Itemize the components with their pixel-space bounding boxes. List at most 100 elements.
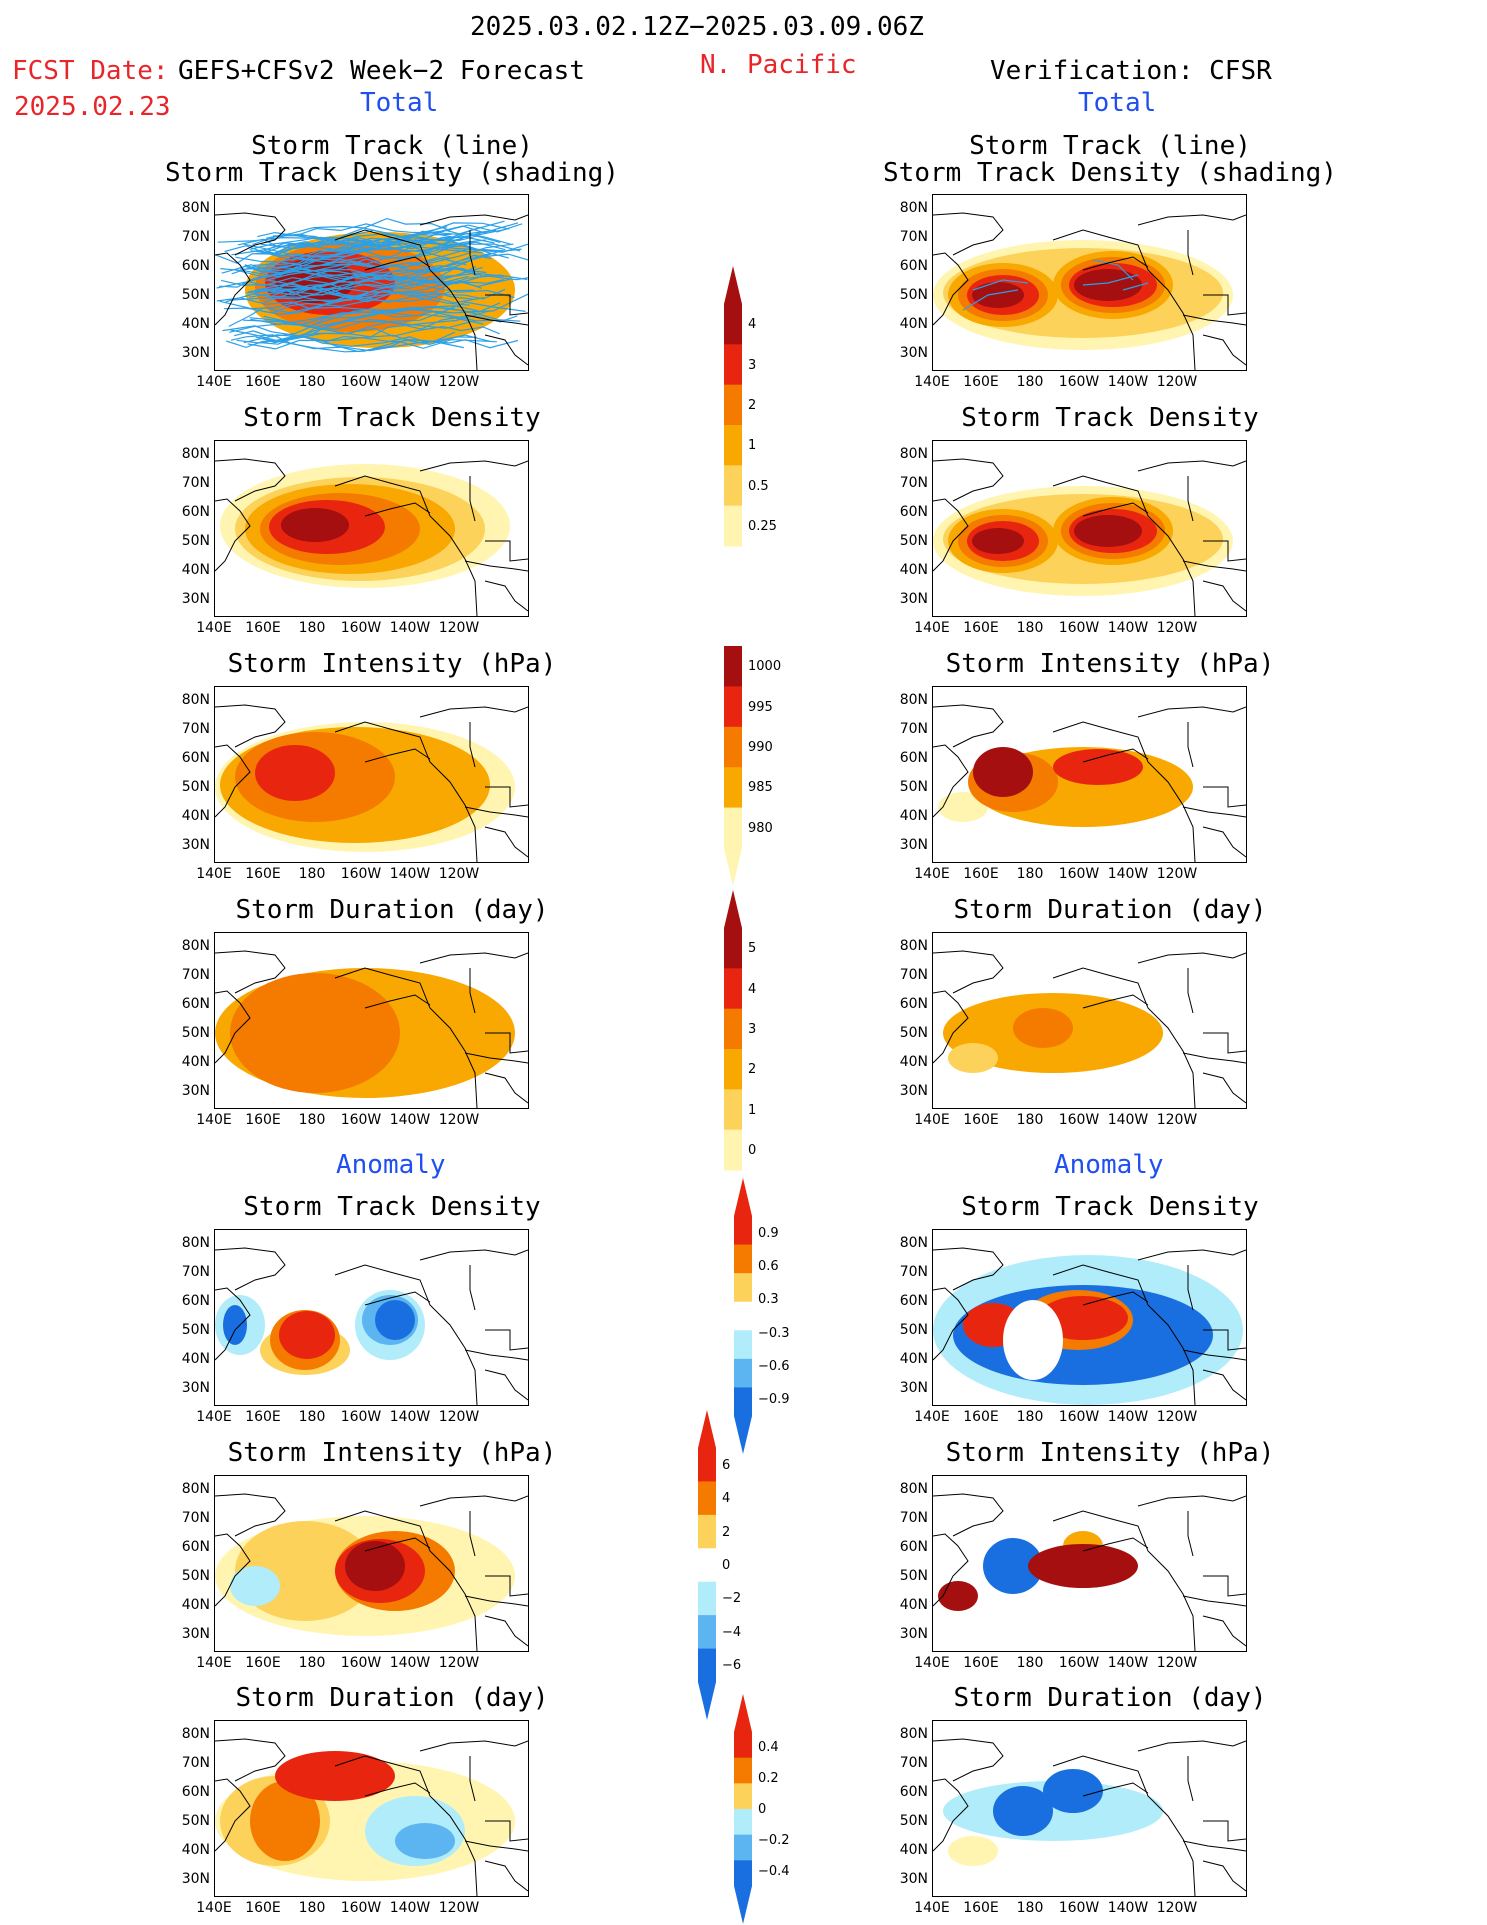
lat-tick-label: 80N bbox=[181, 1235, 210, 1251]
colorbar-band bbox=[698, 1448, 716, 1482]
lat-tick-label: 30N bbox=[181, 1380, 210, 1396]
colorbar-band bbox=[734, 1387, 752, 1417]
lat-tick-label: 80N bbox=[899, 1726, 928, 1742]
shaded-region bbox=[948, 1836, 998, 1866]
colorbar-band bbox=[724, 505, 742, 547]
colorbar-arrow-top bbox=[698, 1410, 716, 1448]
lon-tick-label: 160W bbox=[340, 1900, 382, 1916]
lon-tick-label: 140W bbox=[1107, 1900, 1149, 1916]
lon-tick-label: 140W bbox=[389, 866, 431, 882]
colorbar-band bbox=[724, 425, 742, 466]
right-anomaly-label: Anomaly bbox=[1054, 1150, 1164, 1180]
colorbar-tick-label: 3 bbox=[748, 1021, 757, 1037]
storm-track-line bbox=[272, 220, 505, 237]
shaded-region bbox=[395, 1823, 455, 1859]
colorbar-band bbox=[734, 1330, 752, 1360]
lat-tick-label: 50N bbox=[899, 1025, 928, 1041]
shaded-region bbox=[230, 1566, 280, 1606]
storm-track-line bbox=[243, 230, 487, 258]
colorbar-tick-label: 3 bbox=[748, 357, 757, 373]
lat-tick-label: 30N bbox=[899, 1083, 928, 1099]
shaded-region bbox=[223, 1305, 247, 1345]
lon-tick-label: 160E bbox=[245, 1112, 281, 1128]
lat-tick-label: 30N bbox=[899, 837, 928, 853]
lat-tick-label: 80N bbox=[899, 692, 928, 708]
lat-tick-label: 60N bbox=[899, 750, 928, 766]
colorbar-band bbox=[734, 1301, 752, 1331]
shaded-region bbox=[1074, 269, 1142, 301]
colorbar-tick-label: 4 bbox=[748, 317, 757, 333]
lon-tick-label: 160W bbox=[1058, 620, 1100, 636]
shaded-region bbox=[1003, 1300, 1063, 1380]
storm-track-line bbox=[230, 288, 485, 304]
shaded-region bbox=[972, 282, 1024, 308]
lat-tick-label: 50N bbox=[899, 779, 928, 795]
map-left-track bbox=[214, 194, 529, 371]
lat-tick-label: 60N bbox=[181, 750, 210, 766]
lat-tick-label: 40N bbox=[899, 316, 928, 332]
colorbar-tick-label: 1000 bbox=[748, 659, 782, 675]
colorbar-band bbox=[698, 1514, 716, 1549]
lon-tick-label: 160W bbox=[1058, 1900, 1100, 1916]
map-left-duration bbox=[214, 932, 529, 1109]
shaded-region bbox=[1043, 1769, 1103, 1813]
lon-tick-label: 140W bbox=[1107, 1112, 1149, 1128]
storm-track-line bbox=[267, 223, 523, 250]
colorbar-tick-label: 985 bbox=[748, 780, 773, 796]
lat-tick-label: 60N bbox=[181, 1293, 210, 1309]
shaded-region bbox=[279, 1311, 335, 1359]
lat-tick-label: 50N bbox=[899, 287, 928, 303]
left-anomaly-label: Anomaly bbox=[336, 1150, 446, 1180]
storm-track-line bbox=[216, 297, 484, 325]
lon-tick-label: 180 bbox=[1016, 374, 1044, 390]
left-total-label: Total bbox=[360, 88, 439, 118]
colorbar-tick-label: −0.3 bbox=[758, 1325, 790, 1341]
lon-tick-label: 140E bbox=[914, 1655, 950, 1671]
lon-tick-label: 180 bbox=[1016, 620, 1044, 636]
right-intensity-title: Storm Intensity (hPa) bbox=[945, 649, 1275, 679]
colorbar-tick-label: 4 bbox=[748, 981, 757, 997]
colorbar-band bbox=[724, 384, 742, 426]
colorbar-tick-label: −0.2 bbox=[758, 1832, 790, 1848]
lon-tick-label: 140W bbox=[1107, 374, 1149, 390]
lat-tick-label: 50N bbox=[899, 1322, 928, 1338]
storm-track-line bbox=[235, 236, 495, 267]
lat-tick-label: 80N bbox=[181, 1726, 210, 1742]
storm-track-line bbox=[259, 285, 506, 303]
lat-tick-label: 80N bbox=[899, 938, 928, 954]
storm-track-line bbox=[273, 274, 528, 296]
lat-tick-label: 60N bbox=[899, 1293, 928, 1309]
colorbar-band bbox=[734, 1757, 752, 1784]
lat-tick-label: 60N bbox=[181, 996, 210, 1012]
storm-track-line bbox=[249, 274, 515, 299]
right-total-label: Total bbox=[1078, 88, 1157, 118]
lon-tick-label: 140E bbox=[196, 1655, 232, 1671]
colorbar-tick-label: 2 bbox=[748, 1062, 757, 1078]
colorbar-arrow-bottom bbox=[724, 848, 742, 886]
lon-tick-label: 160E bbox=[245, 1409, 281, 1425]
colorbar-band bbox=[734, 1244, 752, 1274]
lat-tick-label: 60N bbox=[181, 1784, 210, 1800]
colorbar-tick-label: −0.9 bbox=[758, 1392, 790, 1408]
shaded-region bbox=[255, 745, 335, 801]
lat-tick-label: 30N bbox=[181, 1083, 210, 1099]
storm-track-line bbox=[267, 274, 528, 296]
lat-tick-label: 70N bbox=[181, 721, 210, 737]
left-track-title: Storm Track (line) Storm Track Density (… bbox=[165, 131, 619, 188]
right-anom-duration-title: Storm Duration (day) bbox=[953, 1683, 1267, 1713]
lat-tick-label: 40N bbox=[899, 1597, 928, 1613]
colorbar-tick-label: 980 bbox=[748, 820, 773, 836]
fcst-date-label: FCST Date: bbox=[12, 56, 169, 86]
storm-track-line bbox=[217, 222, 510, 243]
lon-tick-label: 140W bbox=[1107, 1655, 1149, 1671]
lon-tick-label: 180 bbox=[298, 1655, 326, 1671]
lon-tick-label: 180 bbox=[1016, 866, 1044, 882]
lon-tick-label: 180 bbox=[298, 374, 326, 390]
shaded-region bbox=[230, 973, 400, 1093]
colorbar-band bbox=[724, 465, 742, 507]
shaded-region bbox=[281, 508, 349, 542]
storm-track-line bbox=[234, 308, 451, 338]
colorbar-arrow-bottom bbox=[698, 1682, 716, 1720]
lat-tick-label: 60N bbox=[181, 258, 210, 274]
lat-tick-label: 80N bbox=[181, 446, 210, 462]
